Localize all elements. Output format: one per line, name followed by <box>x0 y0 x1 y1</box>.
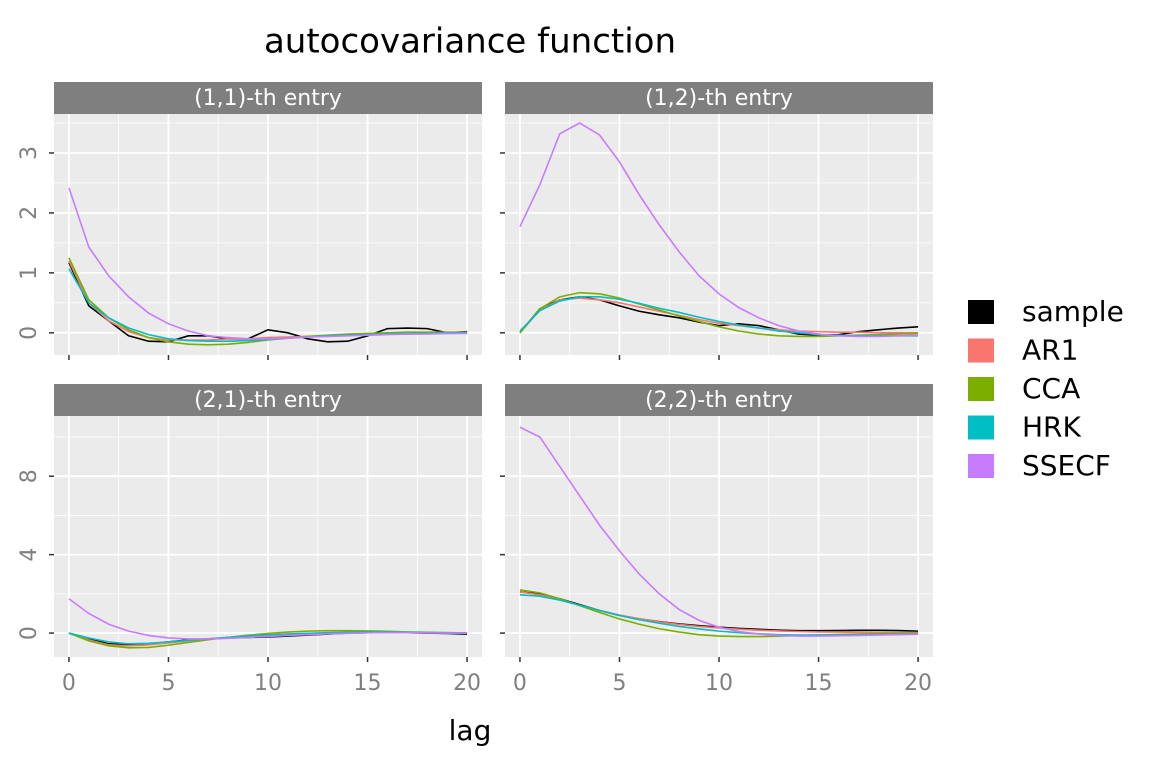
strip-background <box>505 82 933 114</box>
strip-label: (1,2)-th entry <box>645 86 793 111</box>
x-tick-label: 10 <box>254 671 282 696</box>
x-tick-label: 15 <box>354 671 382 696</box>
series-line <box>68 598 468 640</box>
y-tick-label: 0 <box>17 326 42 340</box>
legend-label: SSECF <box>1022 449 1111 482</box>
legend-key <box>968 377 994 401</box>
y-tick-label: 8 <box>17 469 42 483</box>
series-line <box>519 122 919 338</box>
chart-title: autocovariance function <box>264 22 676 62</box>
x-tick-label: 20 <box>904 671 932 696</box>
x-axis-label: lag <box>449 714 492 747</box>
legend-label: HRK <box>1022 411 1082 444</box>
legend-key <box>968 415 994 440</box>
x-tick-label: 10 <box>705 671 733 696</box>
legend-label: CCA <box>1022 372 1080 405</box>
strip-label: (2,2)-th entry <box>645 388 793 413</box>
x-tick-label: 0 <box>513 671 527 696</box>
x-tick-label: 5 <box>612 671 626 696</box>
legend-label: AR1 <box>1022 334 1078 367</box>
series-line <box>519 426 919 637</box>
series-line <box>519 297 919 334</box>
x-tick-label: 15 <box>805 671 833 696</box>
x-tick-label: 20 <box>453 671 481 696</box>
strip-background <box>505 384 933 416</box>
legend-label: sample <box>1022 295 1124 328</box>
y-tick-label: 4 <box>17 548 42 562</box>
strip-label: (2,1)-th entry <box>194 388 342 413</box>
legend-key <box>968 454 994 478</box>
y-tick-label: 0 <box>17 626 42 640</box>
y-tick-label: 1 <box>17 266 42 280</box>
strip-background <box>54 384 482 416</box>
x-tick-label: 5 <box>161 671 175 696</box>
strip-label: (1,1)-th entry <box>194 86 342 111</box>
y-tick-label: 2 <box>17 206 42 220</box>
strip-background <box>54 82 482 114</box>
y-tick-label: 3 <box>17 146 42 160</box>
series-line <box>68 262 468 343</box>
series-line <box>68 187 468 340</box>
x-tick-label: 0 <box>62 671 76 696</box>
legend-key <box>968 338 994 363</box>
legend-key <box>968 300 994 324</box>
